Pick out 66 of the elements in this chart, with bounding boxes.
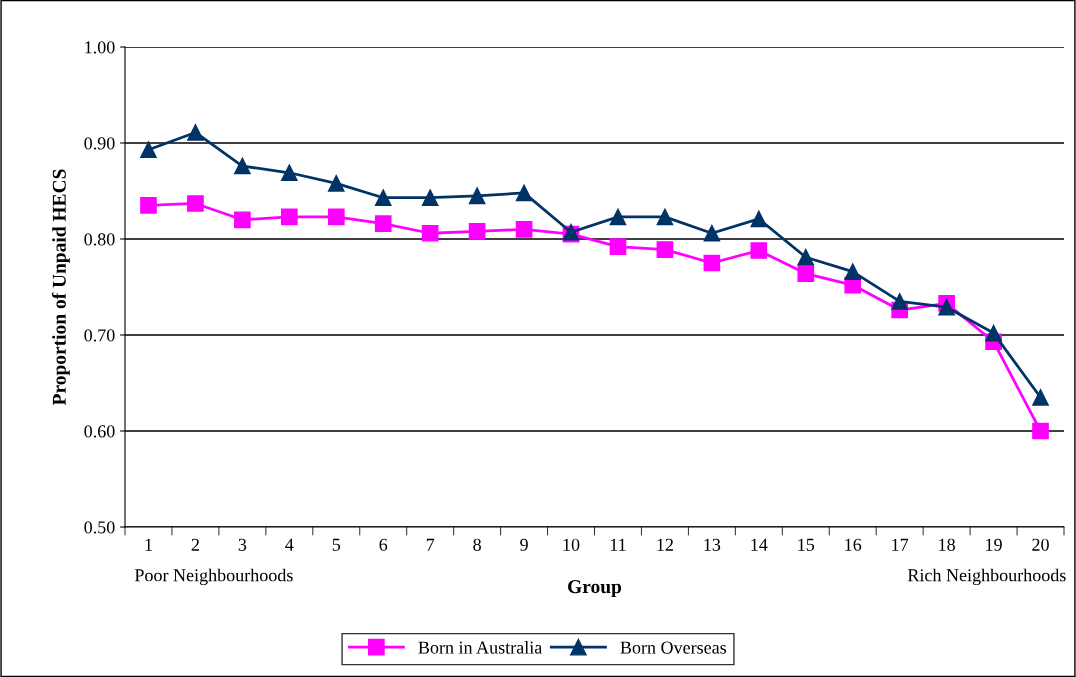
point	[797, 265, 815, 282]
x-tick-label: 13	[704, 538, 721, 551]
x-tick-label: 4	[285, 538, 294, 551]
point	[374, 189, 392, 207]
x-tick-label: 9	[520, 538, 528, 551]
x-tick-label: 10	[563, 538, 580, 551]
x-tick-label: 14	[751, 538, 768, 551]
point	[280, 164, 298, 182]
x-tick-label: 1	[145, 538, 152, 551]
x-tick-label: 17	[892, 538, 909, 551]
x-tick-label: 8	[473, 538, 481, 551]
point	[234, 157, 251, 175]
y-tick-label: 1.00	[85, 41, 115, 54]
x-tick-label: 5	[332, 538, 341, 551]
legend-label: Born Overseas	[620, 641, 727, 654]
point	[1032, 422, 1049, 440]
point	[703, 254, 721, 272]
point	[515, 221, 533, 238]
x-tick-label: 19	[986, 538, 1002, 551]
point	[938, 298, 955, 316]
x-tick-label: 2	[191, 538, 199, 551]
y-tick-label: 0.80	[84, 233, 115, 246]
point	[280, 208, 298, 226]
point	[609, 238, 627, 256]
point	[656, 241, 674, 258]
point	[327, 208, 345, 226]
point	[515, 184, 533, 202]
x-axis-title: Group	[568, 580, 622, 598]
x-tick-label: 16	[845, 538, 862, 551]
point	[844, 263, 862, 280]
point	[421, 224, 439, 242]
point	[187, 124, 204, 141]
text: Rich Neighbourhoods	[907, 568, 1066, 586]
x-tick-label: 18	[939, 538, 955, 551]
point	[140, 197, 157, 214]
legend-label: Born in Australia	[418, 640, 543, 654]
point	[797, 248, 815, 266]
y-tick-label: 0.90	[84, 137, 115, 150]
point	[703, 224, 721, 242]
point	[468, 222, 486, 240]
point	[609, 208, 627, 226]
point	[750, 210, 768, 228]
point	[468, 187, 486, 205]
x-tick-label: 3	[238, 538, 247, 551]
point	[234, 211, 251, 229]
point	[374, 215, 392, 232]
point	[327, 174, 345, 192]
x-tick-label: 11	[610, 538, 626, 551]
point	[1032, 389, 1049, 406]
y-axis-title: Proportion of Unpaid HECS	[51, 169, 70, 406]
point	[140, 141, 157, 159]
x-tick-label: 6	[379, 538, 388, 551]
x-tick-label: 20	[1032, 538, 1049, 551]
point	[891, 293, 909, 310]
y-tick-label: 0.70	[84, 329, 115, 342]
text: Poor Neighbourhoods	[134, 568, 293, 586]
x-tick-label: 7	[426, 538, 435, 551]
y-tick-label: 0.60	[84, 425, 115, 438]
point	[985, 324, 1002, 342]
point	[187, 195, 204, 212]
point	[421, 189, 439, 207]
point	[750, 242, 768, 259]
x-tick-label: 15	[798, 538, 815, 551]
x-tick-label: 12	[657, 538, 673, 551]
y-tick-label: 0.50	[84, 521, 115, 534]
point	[656, 208, 674, 226]
